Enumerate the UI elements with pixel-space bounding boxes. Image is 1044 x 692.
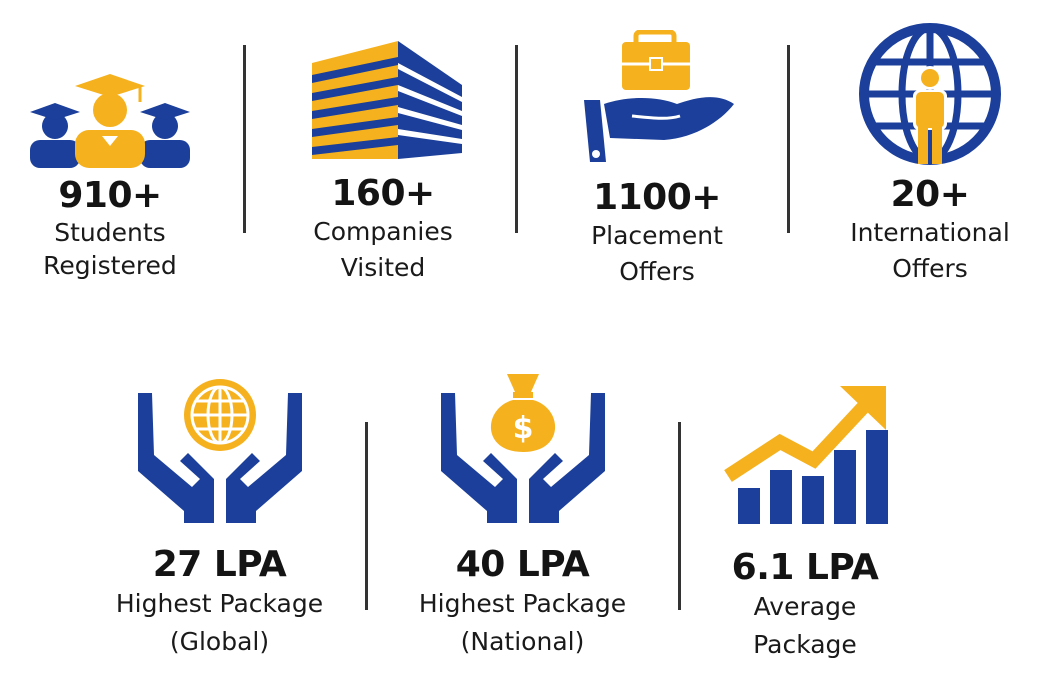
stat-value: 6.1 LPA	[731, 547, 879, 588]
divider	[678, 422, 681, 610]
stat-average-package: 6.1 LPA Average Package	[700, 384, 910, 664]
stat-label-line1: Highest Package	[115, 589, 324, 618]
stat-label-line1: Students	[54, 218, 166, 247]
stat-label: Students Registered	[15, 216, 205, 282]
stat-label: International Offers	[825, 215, 1035, 287]
stat-placement-offers: 1100+ Placement Offers	[557, 30, 757, 290]
stat-value: 160+	[331, 173, 435, 214]
stat-label-line2: (National)	[460, 627, 585, 656]
globe-person-icon	[859, 23, 1001, 165]
divider	[515, 45, 518, 233]
stat-label: Companies Visited	[283, 214, 483, 286]
stat-value: 40 LPA	[455, 544, 590, 585]
stat-label-line2: (Global)	[169, 627, 270, 656]
stat-value: 27 LPA	[152, 544, 287, 585]
stat-label-line1: Companies	[313, 217, 453, 246]
stat-label: Highest Package (Global)	[82, 585, 357, 661]
stat-companies-visited: 160+ Companies Visited	[283, 35, 483, 286]
stat-highest-package-national: $ 40 LPA Highest Package (National)	[385, 370, 660, 661]
company-building-icon	[312, 41, 462, 159]
stat-label: Placement Offers	[557, 218, 757, 290]
stat-students-registered: 910+ Students Registered	[15, 70, 205, 282]
stat-label-line1: Average	[753, 592, 857, 621]
stat-label-line1: Highest Package	[418, 589, 627, 618]
stat-value: 20+	[890, 174, 970, 215]
divider	[787, 45, 790, 233]
stat-label-line2: Visited	[340, 253, 426, 282]
stat-label: Average Package	[700, 588, 910, 664]
stat-label-line2: Offers	[892, 254, 968, 283]
divider	[243, 45, 246, 233]
graduates-icon	[30, 74, 190, 168]
svg-text:$: $	[512, 411, 533, 446]
stat-label: Highest Package (National)	[385, 585, 660, 661]
growth-chart-icon	[724, 386, 888, 524]
hands-globe-icon	[137, 379, 302, 523]
stat-label-line2: Package	[753, 630, 857, 659]
divider	[365, 422, 368, 610]
hands-money-bag-icon: $	[440, 374, 605, 523]
stat-label-line2: Registered	[43, 251, 177, 280]
stat-label-line1: International	[850, 218, 1010, 247]
stat-value: 910+	[58, 175, 162, 216]
stat-label-line1: Placement	[591, 221, 723, 250]
stat-value: 1100+	[593, 177, 721, 218]
stat-highest-package-global: 27 LPA Highest Package (Global)	[82, 375, 357, 661]
stat-international-offers: 20+ International Offers	[825, 22, 1035, 287]
stat-label-line2: Offers	[619, 257, 695, 286]
briefcase-hand-icon	[584, 30, 734, 162]
